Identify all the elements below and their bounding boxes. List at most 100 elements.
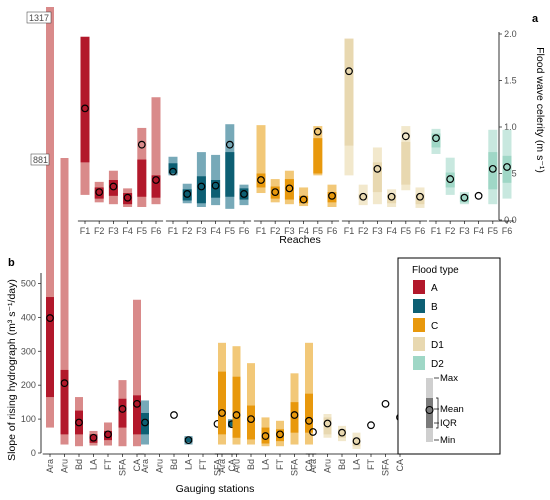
panel-a-y-tick-label: 1.0	[504, 122, 517, 132]
panel-b-x-tick-label: LA	[89, 459, 99, 470]
panel-a-x-tick-label: F4	[473, 226, 484, 236]
panel-a-d2-f5-mean-marker	[488, 164, 497, 173]
legend-label-c: C	[431, 321, 438, 332]
panel-a-c-f1-range-bar	[256, 125, 266, 194]
panel-a-group-d1	[344, 38, 425, 208]
panel-b-x-tick-label: SFA	[118, 459, 128, 476]
panel-a-group-c	[256, 125, 337, 207]
panel-a-d2-f1-iqr-bar	[431, 133, 441, 148]
panel-a-xlabel: Reaches	[279, 234, 320, 246]
panel-a-b-f1-mean-marker	[169, 167, 177, 176]
outlier-label: 881	[33, 155, 48, 165]
panel-b-x-tick-label: Ara	[217, 459, 227, 473]
panel-a-a-f6-range-bar	[151, 97, 161, 205]
panel-b-x-tick-label: Bd	[337, 459, 347, 470]
panel-b-c-sfa-mean-marker	[290, 411, 299, 419]
legend-label-d2: D2	[431, 359, 444, 370]
panel-a-c-f4-iqr-bar	[299, 195, 309, 204]
panel-a-x-tick-label: F6	[239, 226, 250, 236]
panel-b-a-ara-mean-marker	[46, 314, 54, 322]
panel-b-a-bd-mean-marker	[75, 418, 83, 427]
panel-a-d1-f6-mean-marker	[416, 192, 424, 201]
panel-b-c-bd-range-bar	[247, 363, 255, 445]
panel-a-x-tick-label: F1	[80, 226, 91, 236]
panel-a-d1-f6-iqr-bar	[415, 193, 425, 205]
panel-b-x-tick-label: Aru	[60, 459, 70, 473]
panel-a-d1-f2-iqr-bar	[358, 193, 368, 200]
panel-a-b-f5-iqr-bar	[225, 152, 235, 197]
panel-b-a-ara-iqr-bar	[46, 297, 54, 398]
panel-b-a-aru-mean-marker	[60, 379, 69, 388]
panel-b-a-bd-iqr-bar	[75, 410, 83, 435]
panel-a-x-tick-label: F5	[401, 226, 412, 236]
panel-b-a-aru-iqr-bar	[60, 369, 69, 435]
panel-a-a-f2-iqr-bar	[94, 187, 104, 199]
panel-b-x-tick-label: SFA	[213, 459, 223, 476]
panel-a-group-a	[80, 36, 161, 207]
panel-a-x-tick-label: F6	[415, 226, 426, 236]
key-label-min: Min	[440, 435, 455, 446]
panel-b-a-sfa-mean-marker	[118, 405, 127, 413]
panel-b-x-tick-label: CA	[304, 459, 314, 472]
panel-b-d1-aru-mean-marker	[323, 419, 332, 428]
panel-b-d1-bd-mean-marker	[338, 428, 346, 437]
panel-b-d1-la-iqr-bar	[352, 437, 361, 447]
panel-a-a-f6-iqr-bar	[151, 175, 161, 198]
panel-a-d1-f2-mean-marker	[359, 192, 368, 201]
panel-b-c-ara-mean-marker	[218, 409, 226, 417]
panel-b-x-tick-label: SFA	[290, 459, 300, 476]
panel-a-c-f1-mean-marker	[257, 176, 265, 184]
panel-b-x-tick-label: LA	[184, 459, 194, 470]
panel-b-a-ca-mean-marker	[133, 399, 141, 408]
panel-b-x-tick-label: FT	[366, 459, 376, 470]
panel-a-x-tick-label: F5	[488, 226, 499, 236]
panel-a-group-b	[168, 124, 249, 209]
panel-b-tag: b	[8, 257, 15, 269]
panel-a-c-f3-iqr-bar	[284, 179, 294, 200]
panel-a-b-f6-iqr-bar	[239, 188, 249, 200]
panel-a-x-tick-label: F4	[386, 226, 397, 236]
panel-a-x-tick-label: F1	[344, 226, 355, 236]
panel-a-c-f3-mean-marker	[285, 184, 294, 193]
panel-b: b Slope of rising hydrograph (m³ s⁻¹/day…	[6, 7, 408, 495]
panel-a-x-tick-label: F4	[122, 226, 133, 236]
panel-b-y-tick-label: 300	[21, 346, 36, 356]
outlier-label: 1317	[29, 13, 49, 23]
panel-a-x-tick-label: F6	[151, 226, 162, 236]
panel-b-x-tick-label: Aru	[232, 459, 242, 473]
panel-b-c-aru-iqr-bar	[232, 376, 241, 438]
panel-b-y-tick-label: 400	[21, 312, 36, 322]
panel-b-d1-bd-iqr-bar	[338, 429, 346, 438]
panel-a-d1-f5-mean-marker	[401, 132, 410, 141]
panel-a-x-tick-label: F5	[137, 226, 148, 236]
panel-b-a-ca-range-bar	[133, 299, 141, 447]
panel-a-d1-f3-mean-marker	[373, 164, 382, 173]
panel-a-d2-f5-iqr-bar	[488, 152, 498, 190]
panel-b-y-tick-label: 500	[21, 278, 36, 288]
panel-b-a-aru-range-extension	[60, 158, 69, 284]
panel-a-x-tick-label: F2	[445, 226, 456, 236]
panel-b-group-c	[218, 342, 313, 447]
panel-b-d1-la-mean-marker	[352, 437, 361, 446]
panel-a-d2-f2-mean-marker	[446, 175, 455, 183]
panel-b-x-tick-label: Bd	[246, 459, 256, 470]
panel-a-a-f3-mean-marker	[109, 182, 118, 191]
panel-b-c-ft-iqr-bar	[276, 429, 284, 442]
panel-a-x-tick-label: F4	[298, 226, 309, 236]
key-label-iqr: IQR	[440, 418, 457, 429]
panel-b-a-ara-range-extension	[46, 7, 54, 284]
panel-a-a-f2-mean-marker	[95, 188, 104, 197]
panel-a-b-f4-mean-marker	[211, 181, 220, 190]
panel-a-x-tick-label: F3	[372, 226, 383, 236]
panel-a-a-f1-mean-marker	[81, 104, 89, 113]
panel-a-x-tick-label: F6	[327, 226, 338, 236]
outlier-label-box	[26, 11, 52, 24]
legend-items: ABC D1 D2	[413, 280, 444, 370]
panel-a-x-tick-label: F5	[313, 226, 324, 236]
panel-a-d1-f1-mean-marker	[345, 67, 353, 76]
panel-a-d1-f1-iqr-bar	[344, 38, 354, 146]
panel-a-x-tick-label: F5	[225, 226, 236, 236]
panel-a-b-f2-iqr-bar	[182, 189, 192, 201]
